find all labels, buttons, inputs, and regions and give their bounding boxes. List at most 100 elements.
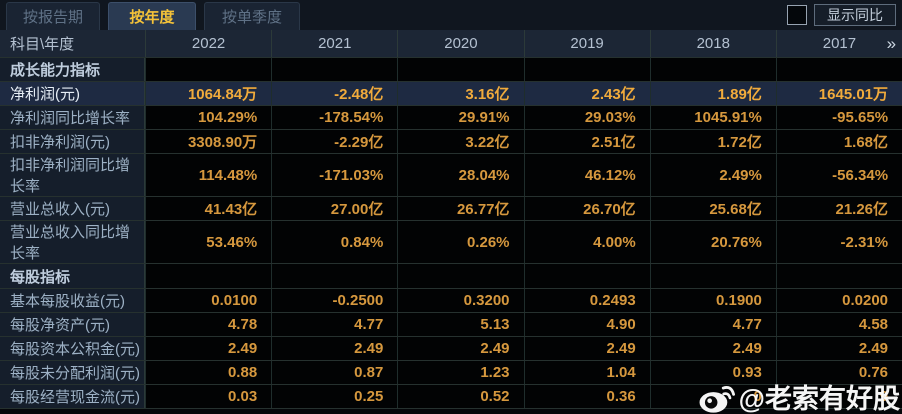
value-cell: 1.23 — [397, 360, 523, 384]
value-cell: 2.49 — [649, 336, 776, 360]
more-years-icon[interactable]: » — [886, 33, 897, 53]
value-cell — [271, 58, 397, 82]
value-cell: 0.3200 — [397, 288, 523, 312]
row-label: 成长能力指标 — [0, 58, 145, 82]
value-cell: 9 — [775, 384, 902, 409]
row-label: 每股指标 — [0, 264, 145, 288]
value-cell: 2.49 — [397, 336, 523, 360]
year-header: 2022 — [145, 30, 271, 57]
year-header: 2019 — [523, 30, 650, 57]
value-cell: 25.68亿 — [649, 197, 776, 221]
row-label: 每股经营现金流(元) — [0, 384, 145, 409]
value-cell: 4.90 — [523, 312, 650, 336]
value-cell: 0.26% — [397, 221, 523, 264]
year-header-label: 2022 — [191, 35, 226, 52]
value-cell: 0.52 — [397, 384, 523, 409]
value-cell — [649, 58, 776, 82]
table-row[interactable]: 每股资本公积金(元) 2.49 2.49 2.49 2.49 2.49 2.49 — [0, 336, 902, 361]
show-yoy-button[interactable]: 显示同比 — [814, 4, 896, 26]
table-header: 科目\年度 2022 2021 2020 2019 2018 2017 » — [0, 30, 902, 58]
value-cell: 1645.01万 — [775, 82, 902, 106]
row-label: 每股未分配利润(元) — [0, 360, 145, 384]
tab-annual[interactable]: 按年度 — [108, 2, 196, 30]
table-row[interactable]: 净利润同比增长率 104.29% -178.54% 29.91% 29.03% 1045.… — [0, 106, 902, 131]
row-label: 净利润(元) — [0, 82, 145, 106]
value-cell: 2.49 — [523, 336, 650, 360]
value-cell: 4.58 — [775, 312, 902, 336]
value-cell — [649, 264, 776, 288]
table-row[interactable]: 每股未分配利润(元) 0.88 0.87 1.23 1.04 0.93 0.76 — [0, 360, 902, 385]
value-cell: 0.0100 — [145, 288, 271, 312]
year-header: 2017 » — [775, 30, 902, 57]
value-cell: 1.72亿 — [649, 130, 776, 154]
table-row[interactable]: 每股净资产(元) 4.78 4.77 5.13 4.90 4.77 4.58 — [0, 312, 902, 337]
value-cell — [775, 264, 902, 288]
table-row[interactable]: 营业总收入(元) 41.43亿 27.00亿 26.77亿 26.70亿 25.68亿 21… — [0, 197, 902, 222]
value-cell: 1.89亿 — [649, 82, 776, 106]
value-cell: 0.1900 — [649, 288, 776, 312]
table-row[interactable]: 净利润(元) 1064.84万 -2.48亿 3.16亿 2.43亿 1.89亿 1645.… — [0, 82, 902, 107]
tab-report-period[interactable]: 按报告期 — [6, 2, 100, 30]
value-cell: -178.54% — [271, 106, 397, 130]
value-cell: -2.48亿 — [271, 82, 397, 106]
table-row[interactable]: 基本每股收益(元) 0.0100 -0.2500 0.3200 0.2493 0.1900… — [0, 288, 902, 313]
value-cell: 2.49% — [649, 154, 776, 197]
table-row[interactable]: 每股指标 — [0, 264, 902, 289]
value-cell: 29.03% — [523, 106, 650, 130]
year-header-label: 2021 — [318, 35, 352, 52]
value-cell: 1064.84万 — [145, 82, 271, 106]
value-cell: 0 — [649, 384, 776, 409]
value-cell: 0.03 — [145, 384, 271, 409]
value-cell: 1045.91% — [649, 106, 776, 130]
row-label: 净利润同比增长率 — [0, 106, 145, 130]
value-cell: 1.68亿 — [775, 130, 902, 154]
value-cell: 29.91% — [397, 106, 523, 130]
value-cell — [271, 264, 397, 288]
value-cell — [523, 58, 650, 82]
value-cell — [145, 264, 271, 288]
value-cell: 3308.90万 — [145, 130, 271, 154]
year-header-label: 2018 — [696, 35, 730, 52]
table-row[interactable]: 每股经营现金流(元) 0.03 0.25 0.52 0.36 0 9 — [0, 384, 902, 410]
value-cell: 46.12% — [523, 154, 650, 197]
year-header-label: 2017 — [822, 35, 857, 52]
table-row[interactable]: 扣非净利润(元) 3308.90万 -2.29亿 3.22亿 2.51亿 1.72亿 1.6… — [0, 130, 902, 155]
value-cell: -2.31% — [775, 221, 902, 264]
value-cell: 4.77 — [649, 312, 776, 336]
tab-bar: 按报告期 按年度 按单季度 显示同比 — [0, 0, 902, 30]
value-cell: 5.13 — [397, 312, 523, 336]
corner-header: 科目\年度 — [10, 36, 75, 53]
value-cell: 4.77 — [271, 312, 397, 336]
show-yoy-checkbox[interactable] — [787, 5, 807, 25]
value-cell: 26.70亿 — [523, 197, 650, 221]
value-cell: 2.49 — [775, 336, 902, 360]
value-cell: 0.25 — [271, 384, 397, 409]
table-row[interactable]: 成长能力指标 — [0, 58, 902, 83]
row-label: 扣非净利润(元) — [0, 130, 145, 154]
show-yoy-control: 显示同比 — [787, 4, 896, 26]
value-cell: 41.43亿 — [145, 197, 271, 221]
row-label: 营业总收入(元) — [0, 197, 145, 221]
value-cell: 0.87 — [271, 360, 397, 384]
value-cell: 0.76 — [775, 360, 902, 384]
year-header: 2018 — [649, 30, 776, 57]
value-cell: 114.48% — [145, 154, 271, 197]
value-cell: 4.00% — [523, 221, 650, 264]
value-cell: 104.29% — [145, 106, 271, 130]
row-label: 每股净资产(元) — [0, 312, 145, 336]
value-cell — [523, 264, 650, 288]
value-cell: 0.93 — [649, 360, 776, 384]
value-cell — [145, 58, 271, 82]
value-cell — [775, 58, 902, 82]
value-cell: 53.46% — [145, 221, 271, 264]
table-row[interactable]: 营业总收入同比增长率 53.46% 0.84% 0.26% 4.00% 20.76% -2.… — [0, 221, 902, 265]
value-cell: 21.26亿 — [775, 197, 902, 221]
value-cell: -0.2500 — [271, 288, 397, 312]
value-cell: 0.36 — [523, 384, 650, 409]
value-cell: 2.43亿 — [523, 82, 650, 106]
value-cell: 0.2493 — [523, 288, 650, 312]
value-cell: 1.04 — [523, 360, 650, 384]
tab-single-quarter[interactable]: 按单季度 — [204, 2, 300, 30]
table-row[interactable]: 扣非净利润同比增长率 114.48% -171.03% 28.04% 46.12% 2.4… — [0, 154, 902, 198]
